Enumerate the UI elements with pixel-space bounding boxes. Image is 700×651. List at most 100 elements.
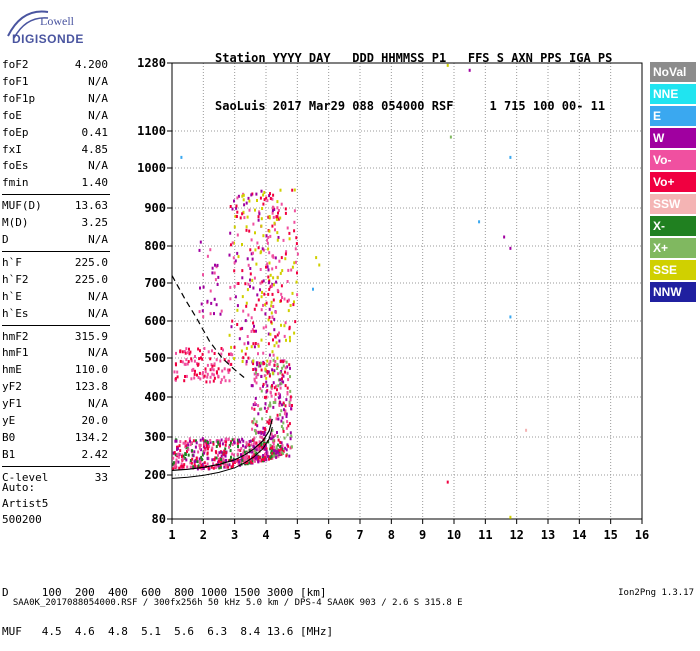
x-tick-label: 10 xyxy=(447,528,461,542)
echo-point xyxy=(201,437,204,441)
echo-point xyxy=(274,360,277,363)
echo-point xyxy=(185,446,188,450)
virtual-height-trace xyxy=(171,418,273,471)
echo-point xyxy=(288,237,291,241)
echo-point xyxy=(252,443,255,447)
echo-point xyxy=(275,451,278,455)
echo-point xyxy=(248,443,250,447)
x-tick-label: 1 xyxy=(168,528,175,542)
echo-point xyxy=(187,453,190,457)
echo-point xyxy=(222,457,225,461)
echo-point xyxy=(217,275,220,279)
echo-point xyxy=(223,440,226,444)
echo-point xyxy=(269,415,272,419)
echo-point xyxy=(175,351,177,355)
echo-point xyxy=(253,324,255,328)
echo-point xyxy=(228,352,230,356)
echo-point xyxy=(276,431,278,434)
echo-point xyxy=(206,451,209,455)
echo-point xyxy=(215,445,218,448)
echo-point xyxy=(268,229,271,233)
echo-point xyxy=(262,433,265,436)
echo-point xyxy=(224,443,227,447)
echo-point xyxy=(237,255,240,259)
software-version: Ion2Png 1.3.17 xyxy=(618,588,694,598)
echo-point xyxy=(255,329,257,333)
echo-point xyxy=(273,317,276,321)
param-row-fof1p: foF1p N/A xyxy=(2,90,108,107)
echo-point xyxy=(264,444,267,448)
echo-point xyxy=(253,417,256,421)
param-separator xyxy=(2,250,110,252)
echo-point xyxy=(289,437,292,441)
echo-point xyxy=(280,441,283,445)
echo-point xyxy=(188,352,191,356)
echo-point xyxy=(190,357,193,361)
echo-point xyxy=(203,374,206,378)
echo-point xyxy=(278,396,280,400)
echo-point xyxy=(260,224,263,228)
echo-point xyxy=(183,362,186,366)
echo-point xyxy=(202,466,205,470)
echo-point xyxy=(269,456,272,460)
echo-point xyxy=(280,202,283,206)
echo-point xyxy=(233,357,236,360)
echo-point xyxy=(187,443,190,447)
echo-point xyxy=(190,441,193,445)
plot-frame xyxy=(171,62,643,520)
echo-point xyxy=(233,199,235,203)
echo-point xyxy=(281,403,283,407)
echo-point xyxy=(210,363,213,367)
echo-point xyxy=(284,207,287,211)
y-tick-label: 400 xyxy=(144,390,166,404)
echo-point xyxy=(233,461,236,464)
echo-point xyxy=(259,268,262,271)
echo-point xyxy=(268,362,271,366)
echo-point xyxy=(277,209,280,212)
echo-point xyxy=(279,271,282,275)
echo-point xyxy=(227,465,230,469)
echo-point xyxy=(276,450,279,454)
echo-point xyxy=(185,358,188,362)
echo-point xyxy=(274,310,277,314)
echo-point xyxy=(289,398,292,402)
echo-point xyxy=(230,465,233,469)
echo-point xyxy=(279,401,282,405)
echo-point xyxy=(191,368,194,372)
echo-point xyxy=(203,447,206,451)
echo-point xyxy=(273,221,276,225)
echo-point xyxy=(274,434,277,437)
echo-point xyxy=(261,430,264,434)
echo-point xyxy=(174,461,177,465)
echo-point xyxy=(229,441,232,445)
echo-point xyxy=(249,267,252,270)
echo-point xyxy=(181,455,183,458)
echo-point xyxy=(219,463,222,467)
echo-point xyxy=(240,446,243,450)
echo-point xyxy=(242,439,245,443)
echo-point xyxy=(245,360,248,363)
param-name: C-level xyxy=(2,470,49,484)
echo-point xyxy=(271,434,274,438)
echo-point xyxy=(260,431,263,435)
echo-point xyxy=(243,216,246,220)
echo-point xyxy=(216,371,218,375)
echo-point xyxy=(276,435,279,438)
echo-point xyxy=(262,234,265,238)
echo-point xyxy=(197,376,200,379)
echo-point xyxy=(227,370,230,374)
echo-point xyxy=(265,325,268,329)
echo-point xyxy=(239,216,242,220)
param-row-yf1: yF1 N/A xyxy=(2,395,108,412)
muf-row: MUF 4.5 4.6 4.8 5.1 5.6 6.3 8.4 13.6 [MH… xyxy=(2,625,334,638)
echo-point xyxy=(263,292,266,296)
echo-point xyxy=(284,252,287,256)
echo-point xyxy=(262,248,265,252)
echo-point xyxy=(268,261,271,265)
echo-point xyxy=(236,441,239,445)
echo-point xyxy=(289,375,291,379)
echo-point xyxy=(176,447,179,451)
echo-point xyxy=(268,404,271,408)
echo-point xyxy=(206,441,209,444)
x-tick-label: 13 xyxy=(541,528,555,542)
